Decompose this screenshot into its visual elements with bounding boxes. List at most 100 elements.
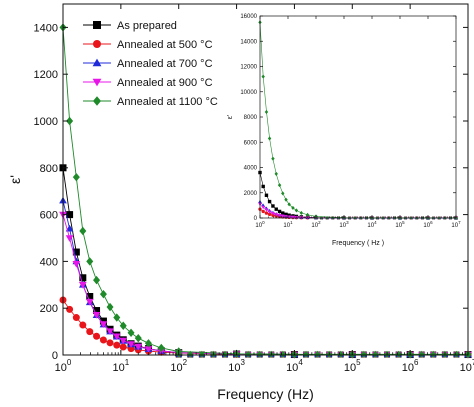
main-data-point <box>119 343 127 351</box>
main-x-tick-base: 10 <box>170 362 182 374</box>
main-x-tick-base: 10 <box>402 362 414 374</box>
main-panel: 1001011021031041051061070200400600800100… <box>7 3 474 402</box>
main-data-point <box>86 257 94 266</box>
inset-data-point <box>281 211 285 215</box>
main-x-tick-exponent: 3 <box>240 358 245 367</box>
main-data-point <box>72 172 80 182</box>
main-x-tick-label: 105 <box>344 358 361 374</box>
main-data-point <box>198 350 205 358</box>
main-y-tick-label: 0 <box>52 350 58 362</box>
main-data-point <box>106 339 114 347</box>
legend-label: Annealed at 900 °C <box>117 77 213 89</box>
main-x-tick-label: 103 <box>228 358 245 374</box>
main-data-point <box>92 311 101 319</box>
main-data-point <box>66 116 74 126</box>
inset-x-tick-exponent: 2 <box>318 220 321 225</box>
inset-data-point <box>287 202 291 207</box>
inset-data-point <box>277 213 282 218</box>
main-x-tick-label: 104 <box>286 358 303 374</box>
inset-x-tick-base: 10 <box>311 223 318 229</box>
inset-plot-area <box>260 16 456 218</box>
inset-x-tick-exponent: 6 <box>430 220 433 225</box>
main-x-tick-base: 10 <box>460 362 472 374</box>
legend-item-2: Annealed at 700 °C <box>83 58 213 70</box>
inset-data-point <box>264 211 269 215</box>
main-x-tick-base: 10 <box>55 362 67 374</box>
main-data-point <box>245 350 252 358</box>
legend: As prepared Annealed at 500 °C Annealed at… <box>83 20 218 108</box>
main-data-point <box>99 336 107 344</box>
main-data-point <box>65 235 74 242</box>
main-data-point <box>360 350 367 358</box>
main-y-tick-label: 600 <box>40 210 58 222</box>
inset-x-tick-label: 104 <box>367 220 377 229</box>
inset-y-tick-label: 2000 <box>244 191 258 197</box>
main-data-point <box>72 260 81 268</box>
legend-item-1: Annealed at 500 °C <box>83 39 213 51</box>
main-y-tick-label: 200 <box>40 303 58 315</box>
main-data-point <box>99 289 107 299</box>
main-data-point <box>93 332 101 340</box>
main-x-tick-exponent: 5 <box>356 358 361 367</box>
legend-label: Annealed at 700 °C <box>117 58 213 70</box>
inset-data-point <box>261 74 265 79</box>
main-x-tick-base: 10 <box>228 362 240 374</box>
main-data-point <box>93 275 101 285</box>
main-data-point <box>78 282 87 289</box>
main-data-point <box>418 350 425 358</box>
inset-data-point <box>261 209 265 214</box>
inset-y-tick-label: 8000 <box>244 115 258 121</box>
inset-data-point <box>277 209 282 214</box>
main-data-point <box>119 337 128 345</box>
inset-data-point <box>261 205 266 210</box>
legend-marker <box>92 58 102 67</box>
inset-y-axis-title: ε' <box>227 115 234 119</box>
inset-data-point <box>267 210 272 214</box>
inset-y-tick-label: 14000 <box>240 39 257 45</box>
main-data-point <box>372 350 379 358</box>
inset-data-point <box>291 215 295 220</box>
main-x-tick-exponent: 7 <box>472 358 474 367</box>
inset-data-point <box>299 210 304 215</box>
inset-x-tick-exponent: 0 <box>262 220 265 225</box>
inset-data-point <box>284 197 288 202</box>
inset-x-tick-exponent: 7 <box>458 220 461 225</box>
inset-data-point <box>267 212 272 217</box>
inset-x-tick-base: 10 <box>395 223 402 229</box>
main-x-tick-label: 101 <box>113 358 130 374</box>
main-data-point <box>157 343 165 353</box>
inset-data-point <box>284 212 288 217</box>
inset-x-tick-label: 103 <box>339 220 349 229</box>
main-x-axis-title: Frequency (Hz) <box>217 386 313 402</box>
main-data-point <box>134 333 142 343</box>
main-data-point <box>72 248 80 256</box>
legend-label: Annealed at 500 °C <box>117 39 213 51</box>
main-data-point <box>106 328 114 335</box>
main-x-tick-label: 106 <box>402 358 419 374</box>
main-data-point <box>279 350 286 358</box>
main-data-point <box>119 321 127 330</box>
legend-label: Annealed at 1100 °C <box>117 96 218 108</box>
main-x-tick-label: 102 <box>170 358 187 374</box>
inset-y-tick-label: 6000 <box>244 140 258 146</box>
inset-y-tick-label: 12000 <box>240 65 257 71</box>
inset-x-tick-exponent: 5 <box>402 220 405 225</box>
main-y-tick-label: 400 <box>40 256 58 268</box>
main-data-point <box>66 305 74 313</box>
inset-x-tick-label: 107 <box>451 220 461 229</box>
inset-data-point <box>294 208 299 213</box>
inset-data-point <box>274 207 278 211</box>
inset-x-tick-label: 105 <box>395 220 405 229</box>
inset-data-point <box>271 156 275 161</box>
inset-data-point <box>291 205 295 210</box>
main-data-point <box>79 226 87 236</box>
inset-x-tick-exponent: 3 <box>346 220 349 225</box>
main-x-tick-exponent: 4 <box>298 358 303 367</box>
main-data-point <box>430 350 437 358</box>
main-data-point <box>93 307 101 315</box>
main-x-tick-exponent: 1 <box>125 358 130 367</box>
main-data-point <box>85 298 94 306</box>
inset-x-tick-label: 102 <box>311 220 321 229</box>
inset-x-tick-base: 10 <box>423 223 430 229</box>
main-y-tick-label: 800 <box>40 163 58 175</box>
